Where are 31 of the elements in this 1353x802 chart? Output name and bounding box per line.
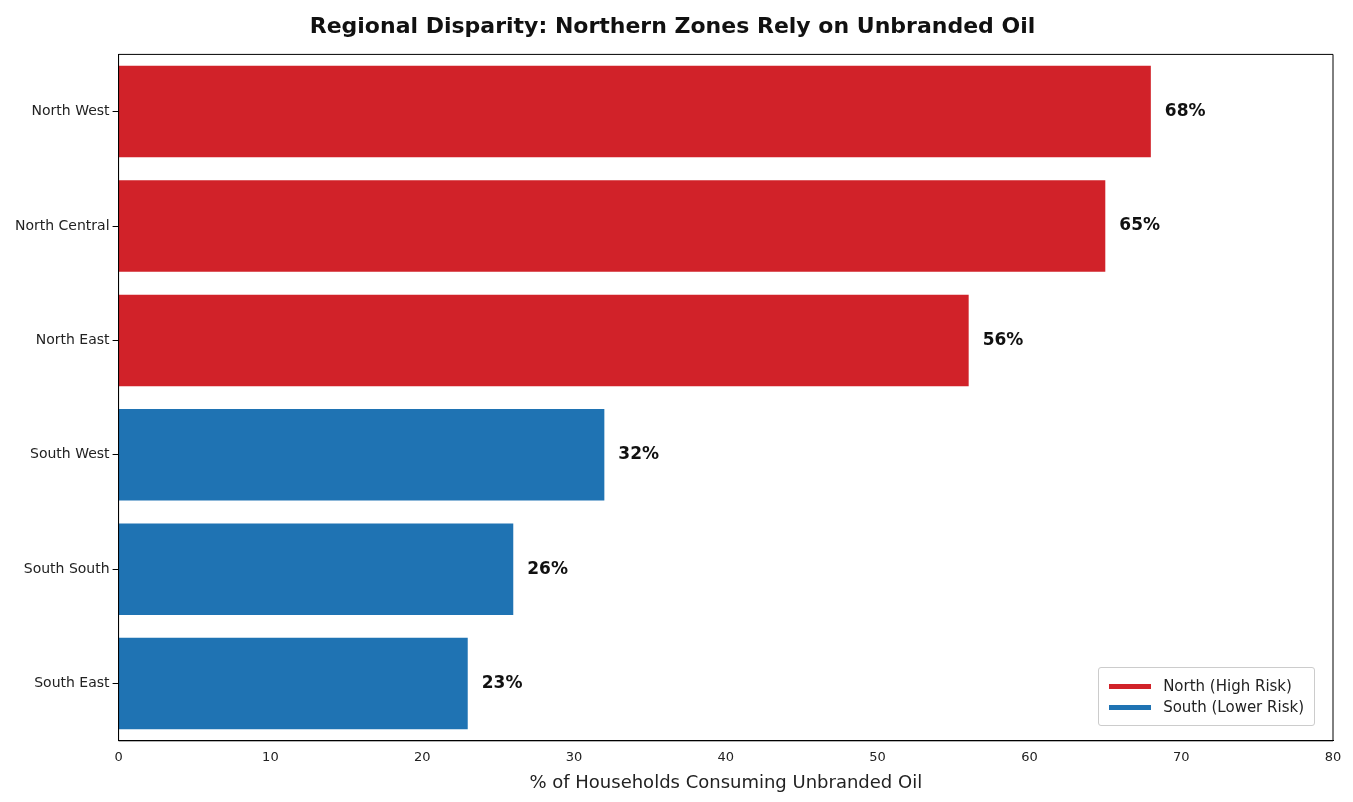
bar (118, 637, 468, 730)
bar (118, 294, 969, 387)
y-tick-label: North Central (14, 216, 110, 233)
y-tick-label: North East (35, 331, 111, 348)
data-label: 68% (1164, 100, 1206, 121)
y-tick-label: South South (23, 559, 110, 576)
x-tick-label: 60 (1021, 748, 1038, 764)
y-tick-label: South East (34, 674, 111, 691)
bar (118, 65, 1151, 158)
x-tick-label: 0 (114, 748, 123, 764)
bar (118, 180, 1106, 272)
data-label: 26% (527, 557, 568, 578)
y-tick-label: South West (30, 445, 111, 462)
x-tick-label: 40 (717, 748, 735, 764)
x-tick-label: 20 (413, 748, 431, 764)
data-label: 65% (1119, 214, 1160, 235)
x-tick-label: 30 (565, 748, 583, 764)
x-tick-label: 70 (1172, 748, 1190, 764)
y-tick-label: North West (31, 102, 111, 119)
bar (118, 409, 605, 501)
chart-title: Regional Disparity: Northern Zones Rely on Unbranded Oil (309, 12, 1036, 38)
x-tick-label: 80 (1324, 748, 1342, 764)
data-label: 32% (618, 443, 660, 464)
legend-label: South (Lower Risk) (1163, 698, 1304, 716)
x-tick-label: 50 (869, 748, 886, 764)
data-label: 23% (481, 672, 523, 693)
data-label: 56% (982, 328, 1024, 349)
bar (118, 523, 514, 615)
x-tick-label: 10 (262, 748, 279, 764)
x-axis-title: % of Households Consuming Unbranded Oil (529, 770, 923, 792)
legend-label: North (High Risk) (1163, 677, 1292, 695)
